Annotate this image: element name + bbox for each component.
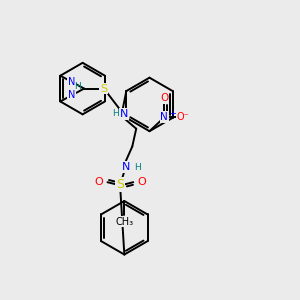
Text: N: N	[160, 112, 168, 122]
Text: H: H	[74, 82, 80, 91]
Text: CH₃: CH₃	[115, 217, 134, 227]
Text: N: N	[120, 109, 128, 119]
Text: H: H	[112, 109, 119, 118]
Text: N: N	[68, 90, 75, 100]
Text: O: O	[138, 177, 146, 187]
Text: S: S	[116, 178, 124, 191]
Text: S: S	[100, 84, 107, 94]
Text: O: O	[94, 177, 103, 187]
Text: +: +	[169, 109, 176, 118]
Text: H: H	[134, 163, 141, 172]
Text: O: O	[160, 94, 169, 103]
Text: N: N	[68, 77, 75, 87]
Text: O⁻: O⁻	[177, 112, 190, 122]
Text: N: N	[122, 162, 130, 172]
